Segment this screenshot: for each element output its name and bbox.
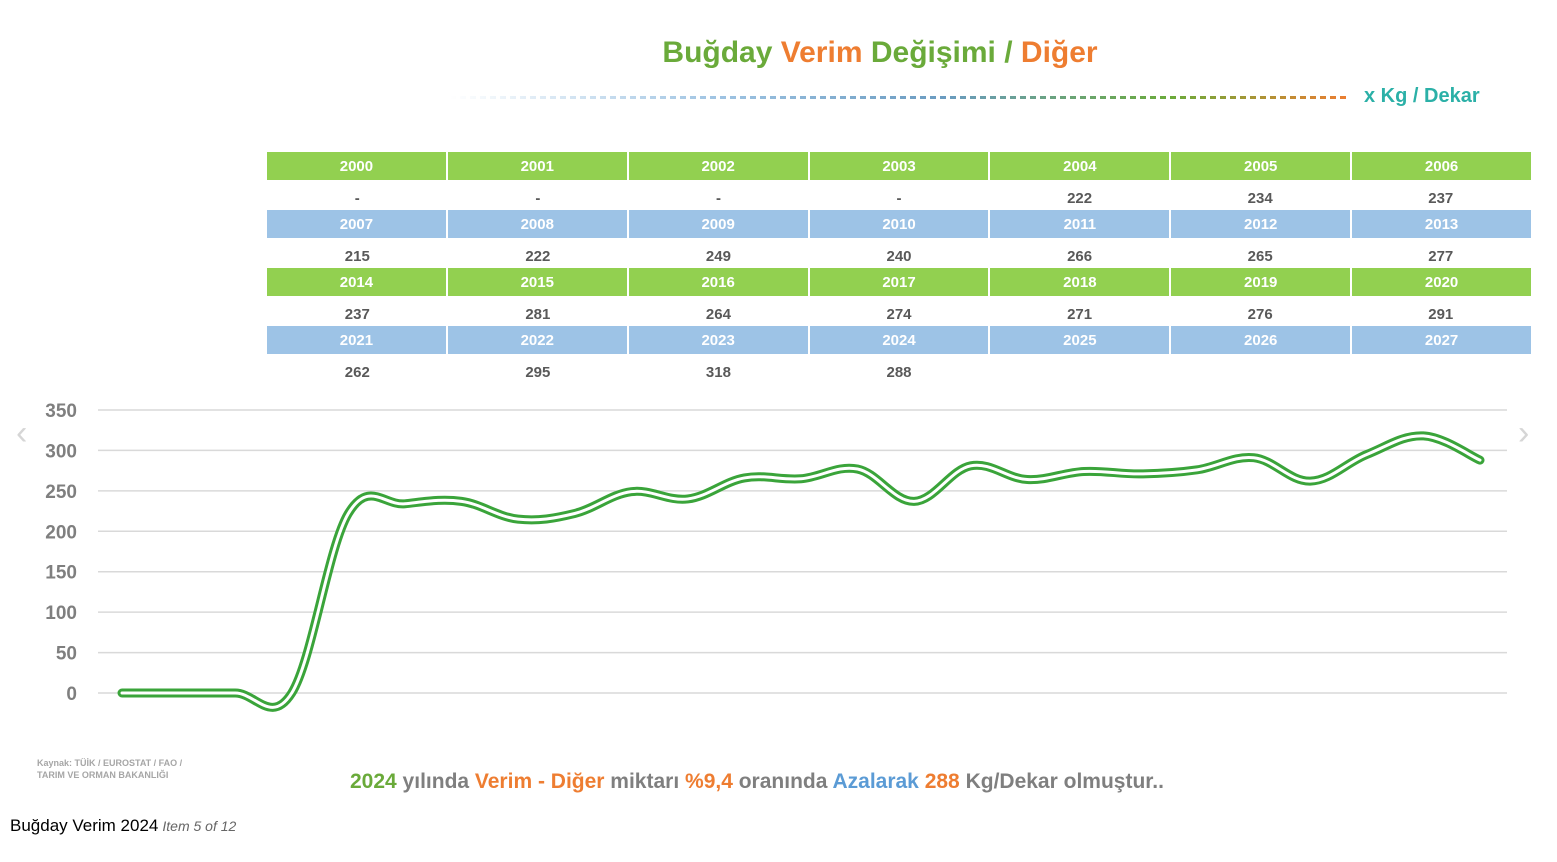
value-cell: 274 bbox=[886, 305, 912, 323]
year-cell: 2027 bbox=[1352, 326, 1532, 354]
y-tick-label: 150 bbox=[45, 563, 77, 584]
year-cell: 2015 bbox=[447, 268, 627, 296]
year-cell: 2018 bbox=[990, 268, 1170, 296]
value-cell: - bbox=[354, 189, 360, 207]
yield-table: 2000 2001 2002 2003 2004 2005 2006 - - - - 222 234 23… bbox=[267, 152, 1532, 384]
year-cell: 2021 bbox=[267, 326, 446, 354]
summary-pct: %9,4 bbox=[685, 770, 733, 793]
y-tick-label: 50 bbox=[56, 644, 77, 665]
year-row: 2014 2015 2016 2017 2018 2019 2020 bbox=[267, 268, 1532, 296]
chart-title: Buğday Verim Değişimi / Diğer bbox=[0, 36, 1557, 70]
y-tick-label: 350 bbox=[45, 401, 77, 422]
year-cell: 2016 bbox=[628, 268, 808, 296]
value-cell: 222 bbox=[1067, 189, 1093, 207]
summary-year: 2024 bbox=[350, 770, 397, 793]
year-cell: 2020 bbox=[1352, 268, 1532, 296]
value-cell: 276 bbox=[1247, 305, 1273, 323]
gallery-caption: Buğday Verim 2024 Item 5 of 12 bbox=[10, 816, 236, 836]
value-cell: 271 bbox=[1067, 305, 1093, 323]
value-cell: 277 bbox=[1428, 247, 1454, 265]
next-arrow-icon[interactable]: › bbox=[1518, 414, 1530, 452]
value-row: - - - - 222 234 237 bbox=[267, 180, 1531, 210]
value-cell: 222 bbox=[525, 247, 551, 265]
value-cell: 291 bbox=[1428, 305, 1454, 323]
year-cell: 2011 bbox=[990, 210, 1170, 238]
title-part3: Değişimi / bbox=[870, 36, 1013, 69]
caption-item-count: Item 5 of 12 bbox=[162, 818, 237, 834]
y-tick-label: 200 bbox=[45, 522, 77, 543]
title-part4: Diğer bbox=[1020, 36, 1098, 69]
year-row: 2021 2022 2023 2024 2025 2026 2027 bbox=[267, 326, 1532, 354]
year-cell: 2001 bbox=[447, 152, 627, 180]
value-cell: 237 bbox=[1428, 189, 1454, 207]
value-cell: 237 bbox=[344, 305, 370, 323]
y-tick-label: 100 bbox=[45, 603, 77, 624]
series-line-highlight bbox=[120, 434, 1482, 709]
value-cell: 249 bbox=[705, 247, 731, 265]
year-cell: 2012 bbox=[1171, 210, 1351, 238]
year-cell: 2008 bbox=[447, 210, 627, 238]
y-tick-label: 250 bbox=[45, 482, 77, 503]
year-cell: 2026 bbox=[1171, 326, 1351, 354]
year-cell: 2022 bbox=[447, 326, 627, 354]
year-cell: 2013 bbox=[1352, 210, 1532, 238]
year-cell: 2003 bbox=[809, 152, 989, 180]
year-cell: 2019 bbox=[1171, 268, 1351, 296]
value-cell: - bbox=[896, 189, 902, 207]
year-cell: 2006 bbox=[1352, 152, 1532, 180]
value-cell: - bbox=[535, 189, 541, 207]
y-tick-label: 0 bbox=[66, 684, 77, 705]
year-cell: 2005 bbox=[1171, 152, 1351, 180]
value-cell: 262 bbox=[344, 363, 370, 381]
summary-metric: Verim - Diğer bbox=[474, 770, 605, 793]
summary-t5: Kg/Dekar olmuştur.. bbox=[959, 770, 1164, 793]
value-row: 262 295 318 288 bbox=[267, 354, 1531, 384]
summary-t1: yılında bbox=[396, 770, 475, 793]
summary-text: 2024 yılında Verim - Diğer miktarı %9,4 … bbox=[350, 770, 1164, 794]
year-cell: 2002 bbox=[628, 152, 808, 180]
year-cell: 2004 bbox=[990, 152, 1170, 180]
title-part1: Buğday bbox=[662, 36, 773, 69]
year-cell: 2000 bbox=[267, 152, 446, 180]
value-cell: 288 bbox=[886, 363, 912, 381]
year-row: 2007 2008 2009 2010 2011 2012 2013 bbox=[267, 210, 1532, 238]
value-cell: 318 bbox=[705, 363, 731, 381]
value-cell: 234 bbox=[1247, 189, 1273, 207]
year-cell: 2010 bbox=[809, 210, 989, 238]
year-cell: 2017 bbox=[809, 268, 989, 296]
value-cell: 265 bbox=[1247, 247, 1273, 265]
year-cell: 2023 bbox=[628, 326, 808, 354]
title-part2: Verim bbox=[780, 36, 863, 69]
summary-t3: oranında bbox=[732, 770, 833, 793]
title-divider bbox=[450, 96, 1350, 99]
year-cell: 2025 bbox=[990, 326, 1170, 354]
value-cell: 266 bbox=[1067, 247, 1093, 265]
summary-t2: miktarı bbox=[604, 770, 686, 793]
summary-direction: Azalarak bbox=[832, 770, 919, 793]
value-cell: 295 bbox=[525, 363, 551, 381]
value-cell: 264 bbox=[705, 305, 731, 323]
value-cell: 215 bbox=[344, 247, 370, 265]
value-cell: 281 bbox=[525, 305, 551, 323]
year-row: 2000 2001 2002 2003 2004 2005 2006 bbox=[267, 152, 1532, 180]
source-note: Kaynak: TÜİK / EUROSTAT / FAO / TARIM VE… bbox=[37, 758, 183, 780]
unit-label: x Kg / Dekar bbox=[1364, 85, 1480, 107]
prev-arrow-icon[interactable]: ‹ bbox=[16, 414, 28, 452]
year-cell: 2007 bbox=[267, 210, 446, 238]
y-tick-label: 300 bbox=[45, 441, 77, 462]
value-cell: 240 bbox=[886, 247, 912, 265]
year-cell: 2014 bbox=[267, 268, 446, 296]
value-row: 237 281 264 274 271 276 291 bbox=[267, 296, 1531, 326]
year-cell: 2009 bbox=[628, 210, 808, 238]
value-row: 215 222 249 240 266 265 277 bbox=[267, 238, 1531, 268]
summary-value: 288 bbox=[924, 770, 960, 793]
value-cell: - bbox=[715, 189, 721, 207]
caption-title: Buğday Verim 2024 bbox=[10, 816, 159, 835]
year-cell: 2024 bbox=[809, 326, 989, 354]
